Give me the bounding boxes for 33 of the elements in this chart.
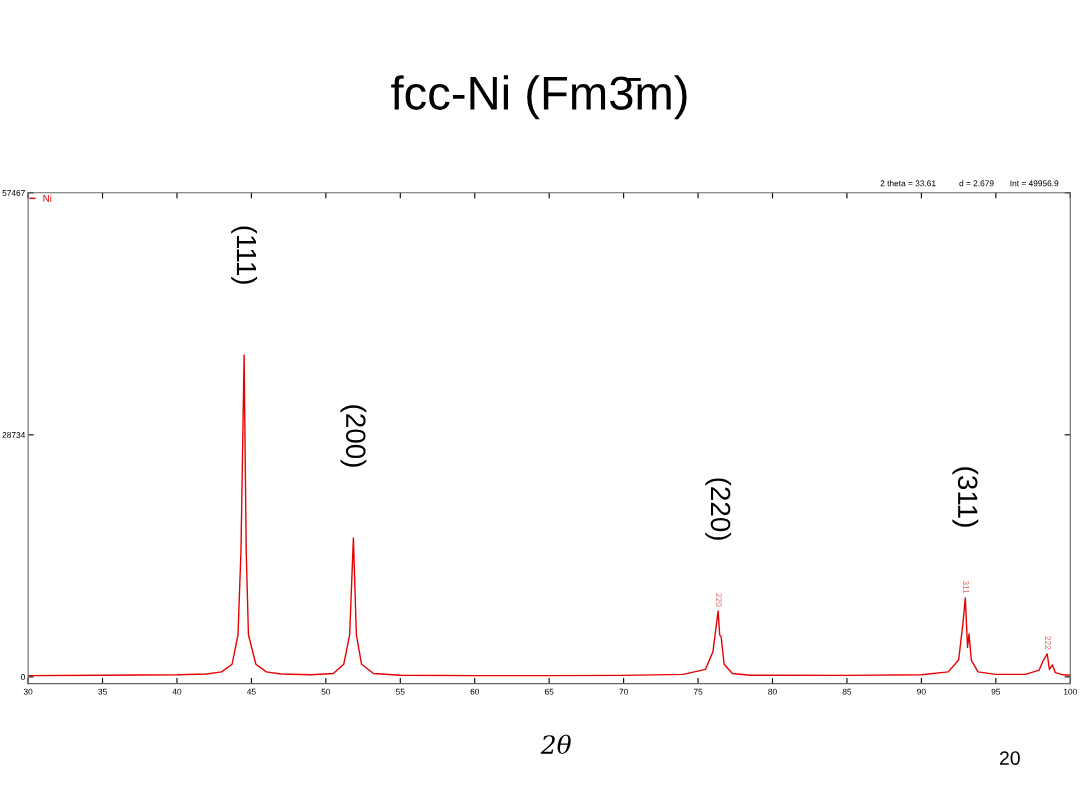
x-tick-label: 55 bbox=[395, 688, 405, 695]
text: 2 theta = 33.61 bbox=[880, 180, 936, 187]
y-tick-label: 28734 bbox=[2, 432, 26, 438]
text: d = 2.679 bbox=[959, 180, 994, 187]
x-tick-label: 75 bbox=[693, 688, 703, 695]
annotation: 311 bbox=[963, 580, 969, 594]
x-tick-label: 70 bbox=[619, 688, 628, 695]
annotation: 222 bbox=[1045, 636, 1051, 650]
annotation: (111) bbox=[231, 226, 258, 284]
text: Int = 49956.9 bbox=[1010, 180, 1059, 187]
annotation: (200) bbox=[340, 405, 367, 467]
annotation: (311) bbox=[952, 467, 979, 527]
x-tick-label: 50 bbox=[321, 688, 331, 695]
x-tick-label: 35 bbox=[98, 688, 107, 695]
line-series bbox=[28, 354, 1071, 677]
annotation: (220) bbox=[705, 478, 732, 540]
x-tick-label: 45 bbox=[246, 688, 256, 695]
x-tick-label: 100 bbox=[1063, 688, 1077, 695]
x-tick-label: 85 bbox=[842, 688, 852, 695]
x-tick-label: 60 bbox=[470, 688, 480, 695]
x-axis-title: 2θ bbox=[540, 734, 571, 754]
x-tick-label: 80 bbox=[768, 688, 777, 695]
annotation: 220 bbox=[715, 593, 722, 607]
text: 20 bbox=[999, 751, 1020, 765]
x-tick-label: 30 bbox=[23, 688, 33, 695]
x-tick-label: 90 bbox=[917, 688, 926, 695]
x-tick-label: 65 bbox=[544, 688, 554, 695]
chart-title: fcc-Ni (Fm3̄m) bbox=[391, 75, 687, 120]
x-tick-label: 40 bbox=[172, 688, 182, 695]
y-tick-label: 57467 bbox=[2, 189, 25, 196]
x-tick-label: 95 bbox=[991, 688, 1001, 695]
text: Ni bbox=[43, 194, 52, 202]
y-tick-label: 0 bbox=[20, 674, 25, 680]
